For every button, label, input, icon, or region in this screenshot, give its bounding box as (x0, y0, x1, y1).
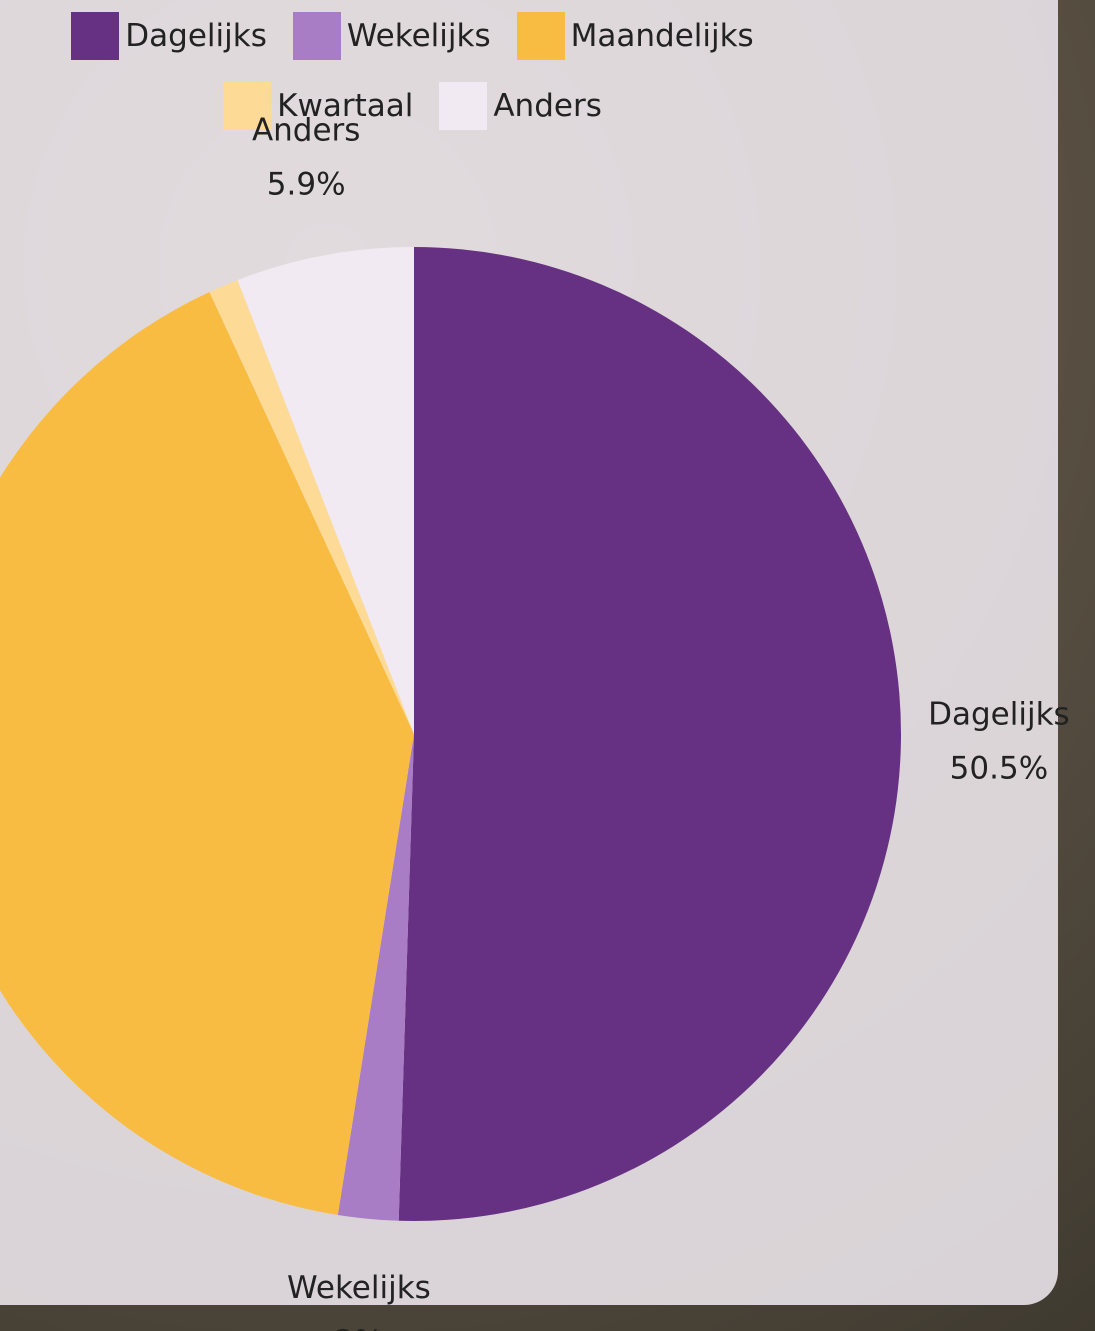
slice-category-label: Dagelijks (928, 697, 1070, 733)
slice-value-label: 2% (334, 1324, 383, 1331)
chart: Dagelijks 50.5% Wekelijks 2% Anders 5.9% (0, 0, 1095, 1331)
slice-value-label: 5.9% (267, 167, 346, 203)
pie-slice (399, 247, 901, 1221)
slice-category-label: Wekelijks (287, 1270, 431, 1306)
slice-category-label: Anders (252, 113, 361, 149)
slice-value-label: 50.5% (950, 751, 1048, 787)
page: {"chart_data": {"type": "pie", "categori… (0, 0, 1095, 1331)
